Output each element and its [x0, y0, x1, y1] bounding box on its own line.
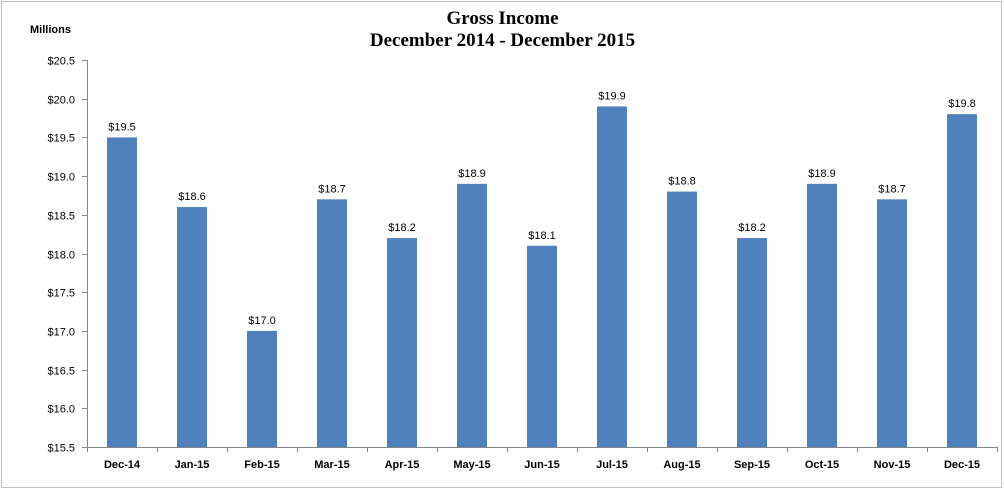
- data-label: $18.2: [388, 222, 416, 234]
- bar: [317, 199, 347, 447]
- y-tick-label: $16.5: [47, 366, 75, 378]
- x-tick-label: Nov-15: [874, 459, 911, 471]
- x-tick-label: Jun-15: [524, 459, 559, 471]
- chart-title: Gross Income December 2014 - December 20…: [0, 8, 1005, 52]
- data-label: $18.7: [318, 183, 346, 195]
- data-label: $18.2: [738, 222, 766, 234]
- x-tick-label: Dec-15: [944, 459, 980, 471]
- bar: [597, 106, 627, 447]
- data-label: $19.5: [108, 121, 136, 133]
- data-label: $19.8: [948, 98, 976, 110]
- bar: [527, 245, 557, 447]
- y-tick-label: $17.5: [47, 288, 75, 300]
- bar: [947, 114, 977, 448]
- y-tick-label: $18.5: [47, 211, 75, 223]
- bar: [667, 191, 697, 447]
- x-tick-label: Jan-15: [175, 459, 210, 471]
- x-tick-label: Dec-14: [104, 459, 141, 471]
- x-tick-label: Mar-15: [314, 459, 349, 471]
- y-tick-label: $19.0: [47, 172, 75, 184]
- x-tick-label: Sep-15: [734, 459, 770, 471]
- x-tick-label: Feb-15: [244, 459, 279, 471]
- y-tick-label: $16.0: [47, 404, 75, 416]
- x-tick-label: Oct-15: [805, 459, 839, 471]
- y-tick-label: $20.5: [47, 56, 75, 68]
- x-tick-label: Aug-15: [663, 459, 700, 471]
- bar: [807, 183, 837, 447]
- y-tick-label: $18.0: [47, 250, 75, 262]
- bar: [247, 330, 277, 447]
- bar: [877, 199, 907, 447]
- x-tick-label: Jul-15: [596, 459, 628, 471]
- chart-title-main: Gross Income: [446, 8, 559, 29]
- x-tick-label: Apr-15: [385, 459, 420, 471]
- data-label: $18.1: [528, 230, 556, 242]
- data-label: $17.0: [248, 315, 276, 327]
- y-tick-label: $17.0: [47, 327, 75, 339]
- bar: [737, 238, 767, 447]
- y-tick-label: $15.5: [47, 443, 75, 455]
- y-axis-unit-label: Millions: [30, 24, 71, 36]
- bar: [387, 238, 417, 447]
- data-label: $18.9: [458, 168, 486, 180]
- x-tick-label: May-15: [453, 459, 490, 471]
- bar: [177, 207, 207, 447]
- bar: [107, 137, 137, 447]
- data-label: $18.6: [178, 191, 206, 203]
- bar: [457, 183, 487, 447]
- y-tick-label: $19.5: [47, 133, 75, 145]
- data-label: $19.9: [598, 90, 626, 102]
- data-label: $18.9: [808, 168, 836, 180]
- data-label: $18.7: [878, 183, 906, 195]
- y-tick-label: $20.0: [47, 95, 75, 107]
- data-label: $18.8: [668, 176, 696, 188]
- chart-subtitle: December 2014 - December 2015: [369, 30, 636, 51]
